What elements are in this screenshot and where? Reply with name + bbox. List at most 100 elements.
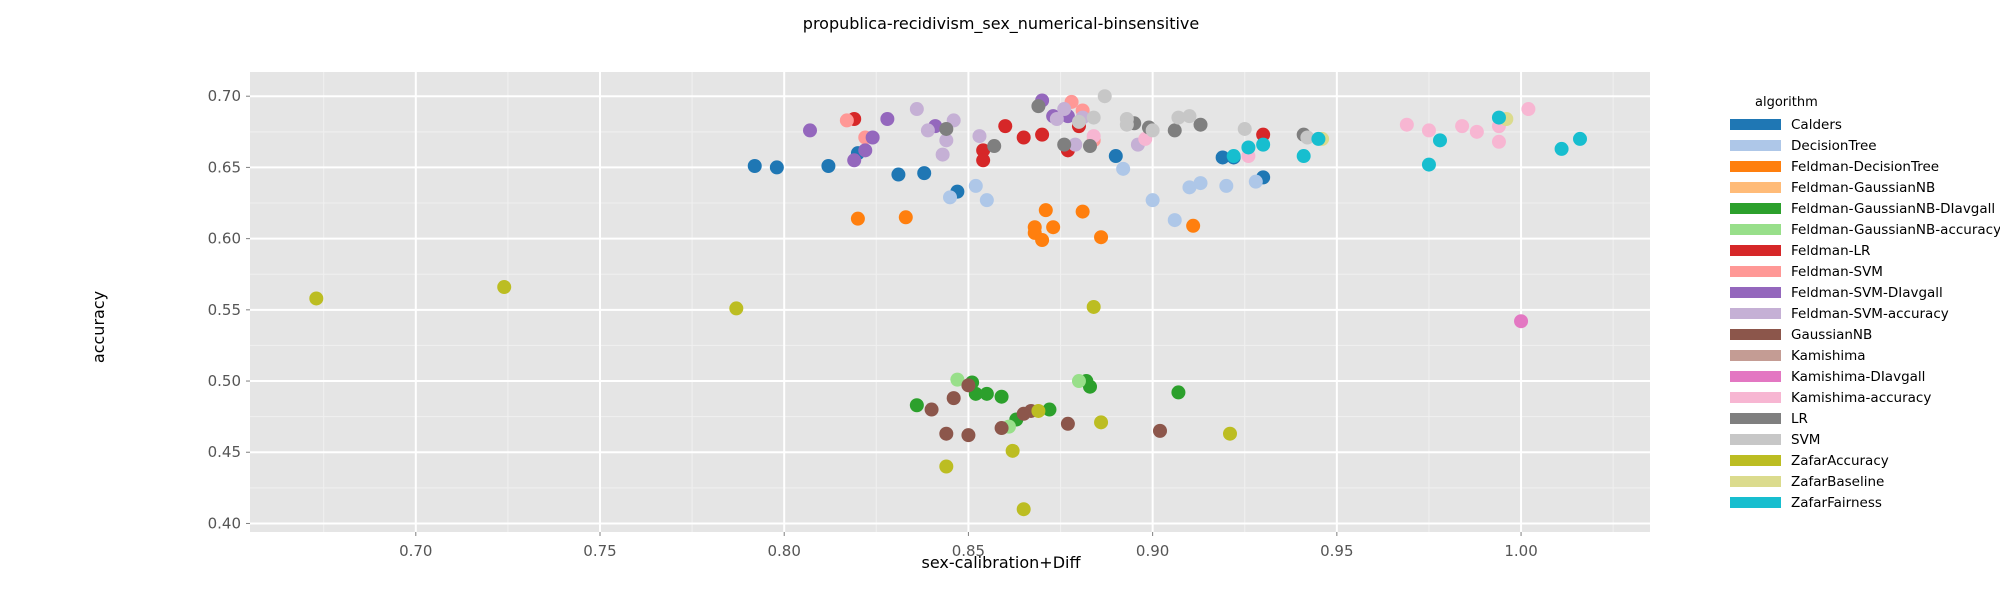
point-feldman-gaussiannb-diavgall — [1171, 385, 1186, 400]
point-feldman-lr — [1016, 130, 1031, 145]
point-feldman-decisiontree — [898, 210, 913, 225]
point-feldman-svm-diavgall — [858, 143, 873, 158]
y-tick-label: 0.40 — [208, 514, 241, 532]
point-feldman-svm-accuracy — [909, 102, 924, 117]
legend-swatch-kamishima — [1730, 350, 1781, 361]
point-zafaraccuracy — [1005, 443, 1020, 458]
point-feldman-lr — [976, 143, 991, 158]
point-gaussiannb — [1153, 423, 1167, 438]
point-svm — [1237, 121, 1252, 136]
point-feldman-svm-accuracy — [1049, 111, 1064, 126]
point-feldman-svm-diavgall — [847, 153, 862, 168]
x-tick-label: 0.90 — [1136, 542, 1169, 560]
point-zafaraccuracy — [729, 301, 744, 316]
point-zafaraccuracy — [1031, 403, 1046, 418]
y-tick-label: 0.45 — [208, 443, 241, 461]
y-tick-label: 0.55 — [208, 301, 241, 319]
legend-label-feldman-gaussiannb-diavgall: Feldman-GaussianNB-DIavgall — [1791, 201, 1995, 217]
legend-swatch-zafarbaseline — [1730, 476, 1781, 487]
point-kamishima-accuracy — [1421, 123, 1436, 138]
legend-label-feldman-svm: Feldman-SVM — [1791, 264, 1883, 280]
y-axis-label: accuracy — [89, 291, 108, 363]
point-kamishima-accuracy — [1399, 117, 1414, 132]
point-svm — [1086, 110, 1101, 125]
legend-label-feldman-decisiontree: Feldman-DecisionTree — [1791, 159, 1939, 175]
point-calders — [1215, 150, 1230, 165]
point-zafarfairness — [1433, 133, 1447, 148]
point-gaussiannb — [961, 378, 976, 393]
point-feldman-decisiontree — [850, 211, 865, 226]
y-tick-label: 0.50 — [208, 372, 241, 390]
point-zafarfairness — [1241, 140, 1256, 155]
point-decisiontree — [1219, 178, 1234, 193]
point-calders — [821, 158, 836, 173]
legend-swatch-kamishima-accuracy — [1730, 392, 1781, 403]
x-axis-ticks: 0.70 0.75 0.80 0.85 0.90 0.95 1.00 — [399, 532, 1538, 560]
gridlines — [250, 72, 1650, 532]
point-feldman-gaussiannb-diavgall — [979, 386, 994, 401]
point-zafaraccuracy — [1016, 502, 1031, 517]
legend-label-feldman-svm-diavgall: Feldman-SVM-DIavgall — [1791, 285, 1943, 301]
point-zafarfairness — [1226, 149, 1241, 164]
point-gaussiannb — [939, 426, 954, 441]
legend-label-lr: LR — [1791, 411, 1808, 427]
point-calders — [1108, 149, 1123, 164]
legend: algorithm Calders DecisionTree Feldman-Dec… — [1730, 95, 2000, 511]
legend-label-feldman-gaussiannb-accuracy: Feldman-GaussianNB-accuracy — [1791, 222, 2000, 238]
point-zafaraccuracy — [309, 291, 324, 306]
point-feldman-decisiontree — [1035, 233, 1050, 248]
point-decisiontree — [1167, 213, 1182, 228]
point-svm — [1300, 130, 1315, 145]
point-feldman-svm-accuracy — [935, 147, 950, 162]
x-tick-label: 1.00 — [1504, 542, 1537, 560]
point-feldman-lr — [1035, 127, 1050, 142]
point-zafarfairness — [1256, 137, 1271, 152]
point-feldman-decisiontree — [1075, 204, 1090, 219]
point-zafarfairness — [1554, 141, 1569, 156]
point-gaussiannb — [1060, 416, 1075, 431]
point-lr — [987, 139, 1002, 154]
legend-swatch-feldman-gaussiannb — [1730, 182, 1781, 193]
point-feldman-lr — [998, 119, 1013, 134]
point-decisiontree — [1145, 193, 1160, 208]
point-decisiontree — [1116, 161, 1131, 176]
point-decisiontree — [968, 178, 983, 193]
legend-label-kamishima: Kamishima — [1791, 348, 1866, 364]
y-tick-label: 0.70 — [208, 87, 241, 105]
legend-swatch-calders — [1730, 119, 1781, 130]
point-kamishima-accuracy — [1491, 134, 1506, 149]
point-zafarfairness — [1296, 149, 1311, 164]
point-lr — [939, 121, 954, 136]
point-zafaraccuracy — [497, 280, 512, 295]
point-decisiontree — [1193, 176, 1208, 191]
point-svm — [1071, 114, 1086, 129]
legend-swatch-feldman-svm — [1730, 266, 1781, 277]
point-decisiontree — [943, 190, 957, 205]
point-feldman-svm-diavgall — [865, 130, 880, 145]
legend-label-kamishima-diavgall: Kamishima-DIavgall — [1791, 369, 1925, 385]
point-lr — [1057, 137, 1072, 152]
point-feldman-decisiontree — [1038, 203, 1053, 218]
point-kamishima-accuracy — [1521, 102, 1536, 117]
point-zafaraccuracy — [1086, 299, 1101, 314]
point-svm — [1182, 109, 1197, 124]
legend-swatch-feldman-lr — [1730, 245, 1781, 256]
point-feldman-svm-accuracy — [939, 133, 954, 148]
point-feldman-lr — [976, 153, 991, 168]
legend-swatch-gaussiannb — [1730, 329, 1781, 340]
point-decisiontree — [1182, 180, 1197, 195]
data-points — [309, 89, 1587, 517]
point-calders — [917, 166, 932, 181]
point-feldman-decisiontree — [1094, 230, 1109, 245]
point-feldman-svm — [839, 113, 854, 128]
point-gaussiannb — [924, 402, 939, 417]
x-tick-label: 0.75 — [583, 542, 616, 560]
point-feldman-lr — [1256, 127, 1271, 142]
point-feldman-gaussiannb-diavgall — [1042, 402, 1057, 417]
point-zafaraccuracy — [1223, 426, 1237, 441]
legend-label-zafarfairness: ZafarFairness — [1791, 495, 1882, 511]
point-feldman-svm-diavgall — [803, 123, 817, 138]
plot-area — [250, 72, 1650, 532]
point-kamishima-diavgall — [1514, 314, 1529, 329]
legend-label-zafaraccuracy: ZafarAccuracy — [1791, 453, 1889, 469]
